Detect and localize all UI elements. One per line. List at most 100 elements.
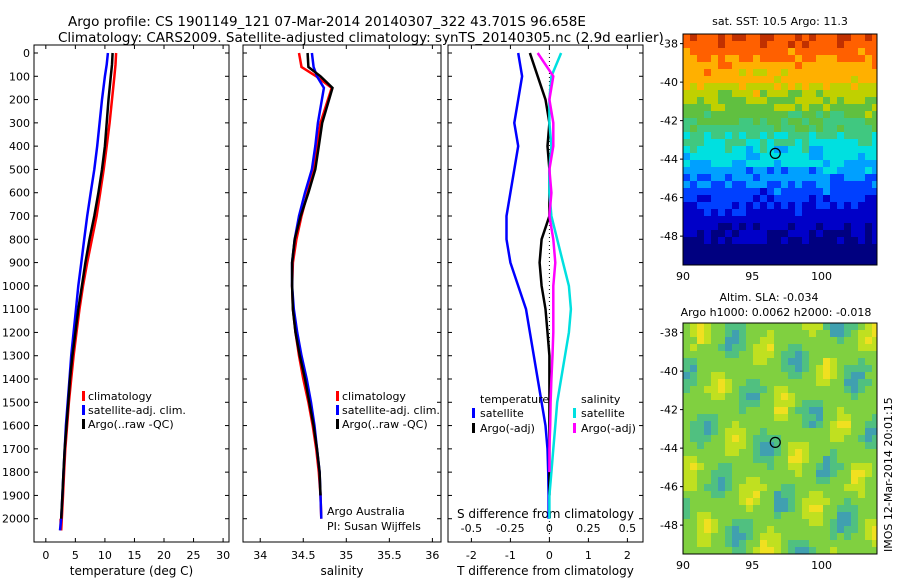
map-cell	[781, 533, 788, 540]
map-cell	[697, 132, 704, 139]
map-cell	[802, 540, 809, 547]
map-cell	[802, 153, 809, 160]
map-cell	[718, 244, 725, 251]
y-tick-label: 1000	[2, 280, 30, 293]
y-tick-label: 1200	[2, 326, 30, 339]
map-cell	[858, 34, 865, 41]
map-cell	[704, 132, 711, 139]
map-cell	[753, 540, 760, 547]
map-cell	[802, 407, 809, 414]
map-cell	[858, 230, 865, 237]
map-cell	[809, 498, 816, 505]
map-cell	[725, 139, 732, 146]
map-cell	[697, 351, 704, 358]
map-cell	[872, 512, 877, 519]
map-cell	[851, 477, 858, 484]
map-cell	[844, 337, 851, 344]
map-cell	[739, 34, 746, 41]
map-cell	[872, 146, 877, 153]
map-cell	[788, 449, 795, 456]
map-cell	[816, 491, 823, 498]
map-cell	[795, 188, 802, 195]
map-cell	[802, 512, 809, 519]
map-cell	[760, 421, 767, 428]
map-cell	[725, 498, 732, 505]
map-cell	[725, 442, 732, 449]
map-cell	[753, 181, 760, 188]
map-cell	[774, 358, 781, 365]
map-cell	[746, 202, 753, 209]
map-cell	[718, 337, 725, 344]
map-cell	[690, 125, 697, 132]
map-cell	[802, 62, 809, 69]
map-cell	[704, 69, 711, 76]
map-cell	[865, 223, 872, 230]
map-cell	[837, 125, 844, 132]
map-cell	[872, 400, 877, 407]
legend-label: satellite	[480, 407, 524, 420]
map-cell	[739, 48, 746, 55]
map-cell	[830, 470, 837, 477]
map-cell	[732, 372, 739, 379]
map-cell	[753, 83, 760, 90]
map-cell	[774, 407, 781, 414]
map-frame	[682, 33, 878, 266]
map-cell	[802, 400, 809, 407]
map-cell	[781, 484, 788, 491]
map-cell	[844, 230, 851, 237]
map-cell	[802, 442, 809, 449]
map-cell	[725, 547, 732, 554]
map-cell	[837, 421, 844, 428]
map-cell	[683, 351, 690, 358]
map-cell	[718, 41, 725, 48]
map-cell	[823, 251, 830, 258]
map-cell	[711, 414, 718, 421]
map-cell	[711, 55, 718, 62]
map-cell	[872, 526, 877, 533]
map-cell	[851, 104, 858, 111]
top-x-axis-label: S difference from climatology	[457, 507, 634, 521]
map-cell	[795, 344, 802, 351]
legend-label: satellite	[581, 407, 625, 420]
map-cell	[872, 477, 877, 484]
map-cell	[830, 337, 837, 344]
map-cell	[865, 97, 872, 104]
map-cell	[823, 512, 830, 519]
sst-map-title: sat. SST: 10.5 Argo: 11.3	[712, 15, 848, 28]
map-cell	[858, 146, 865, 153]
map-cell	[711, 132, 718, 139]
x-tick-label: 0	[546, 549, 553, 562]
map-cell	[858, 414, 865, 421]
map-cell	[795, 258, 802, 265]
map-cell	[732, 365, 739, 372]
map-cell	[872, 484, 877, 491]
map-cell	[683, 365, 690, 372]
map-cell	[781, 41, 788, 48]
map-cell	[802, 202, 809, 209]
map-cell	[718, 146, 725, 153]
map-cell	[851, 344, 858, 351]
map-cell	[795, 251, 802, 258]
map-cell	[760, 435, 767, 442]
map-cell	[830, 400, 837, 407]
map-cell	[872, 365, 877, 372]
map-cell	[788, 244, 795, 251]
map-cell	[697, 125, 704, 132]
map-cell	[725, 463, 732, 470]
map-cell	[732, 449, 739, 456]
map-cell	[718, 181, 725, 188]
map-cell	[718, 55, 725, 62]
map-cell	[746, 435, 753, 442]
map-cell	[781, 181, 788, 188]
map-cell	[746, 160, 753, 167]
map-cell	[774, 477, 781, 484]
map-cell	[697, 55, 704, 62]
map-cell	[830, 540, 837, 547]
map-cell	[830, 512, 837, 519]
map-cell	[781, 251, 788, 258]
map-cell	[753, 484, 760, 491]
map-cell	[788, 160, 795, 167]
map-cell	[767, 34, 774, 41]
map-cell	[809, 386, 816, 393]
map-cell	[760, 372, 767, 379]
